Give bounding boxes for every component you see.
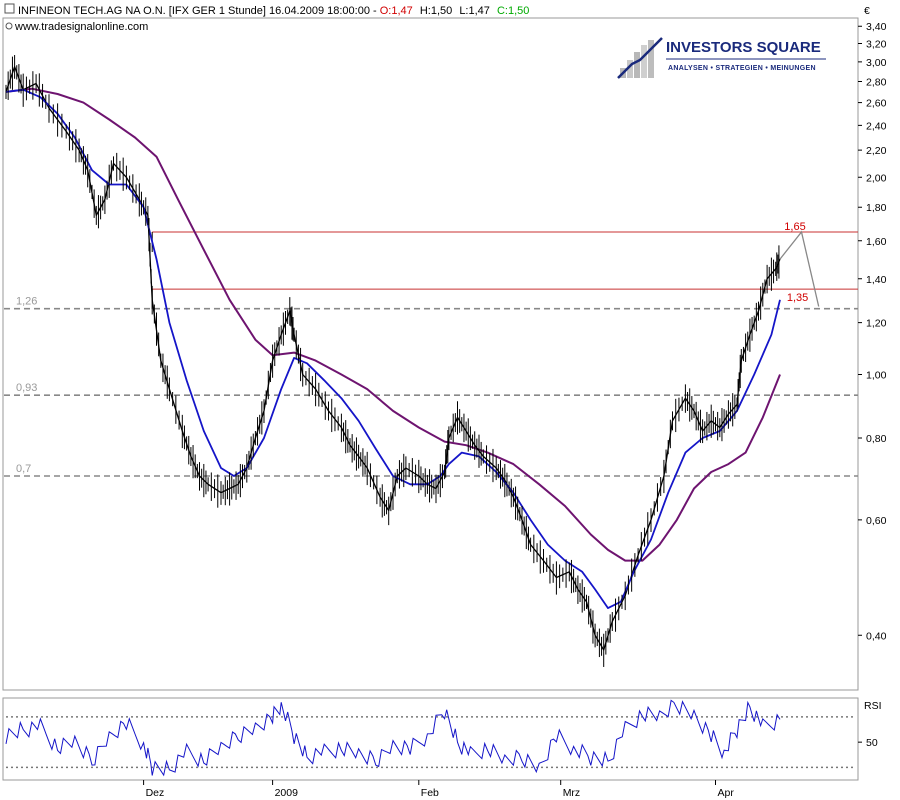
price-tick-label: 0,80 xyxy=(866,433,887,445)
resistance-label: 1,65 xyxy=(784,221,805,233)
price-tick-label: 1,00 xyxy=(866,370,887,382)
price-tick-label: 3,40 xyxy=(866,21,887,33)
rsi-tick-label: 50 xyxy=(866,737,878,749)
price-tick-label: 2,40 xyxy=(866,120,887,132)
rsi-label: RSI xyxy=(864,700,882,712)
time-tick-label: 2009 xyxy=(275,787,299,799)
header-high: H:1,50 xyxy=(420,5,452,17)
logo-name: INVESTORS SQUARE xyxy=(666,39,821,56)
source-icon xyxy=(5,22,13,30)
time-tick-label: Mrz xyxy=(563,787,581,799)
price-tick-label: 1,80 xyxy=(866,202,887,214)
investors-square-logo: INVESTORS SQUARE ANALYSEN • STRATEGIEN •… xyxy=(617,37,826,79)
header-low: L:1,47 xyxy=(459,5,490,17)
header-title: INFINEON TECH.AG NA O.N. [IFX GER 1 Stun… xyxy=(18,5,380,17)
support-level-label: 1,26 xyxy=(16,296,37,308)
svg-text:INFINEON TECH.AG NA O.N. [IFX: INFINEON TECH.AG NA O.N. [IFX GER 1 Stun… xyxy=(18,5,529,17)
price-series xyxy=(5,55,781,667)
rsi-line xyxy=(5,699,781,777)
projection-path xyxy=(779,230,820,307)
time-tick-label: Feb xyxy=(421,787,439,799)
price-tick-label: 2,80 xyxy=(866,77,887,89)
projection: 1,65 1,35 xyxy=(779,221,820,307)
header-close: C:1,50 xyxy=(497,5,529,17)
time-axis: Dez 2009 Feb Mrz Apr xyxy=(143,780,735,799)
price-tick-label: 3,00 xyxy=(866,57,887,69)
dashed-levels: 1,26 0,93 0,7 xyxy=(4,296,858,477)
support-level-label: 0,7 xyxy=(16,463,31,475)
price-tick-label: 0,60 xyxy=(866,515,887,527)
logo-bars-icon xyxy=(617,37,663,79)
series-ma-slow xyxy=(5,87,781,562)
time-tick-label: Apr xyxy=(718,787,735,799)
logo-tagline: ANALYSEN • STRATEGIEN • MEINUNGEN xyxy=(668,65,816,72)
chart-header: INFINEON TECH.AG NA O.N. [IFX GER 1 Stun… xyxy=(4,3,529,33)
header-open: O:1,47 xyxy=(380,5,413,17)
price-tick-label: 0,40 xyxy=(866,630,887,642)
price-tick-label: 1,40 xyxy=(866,274,887,286)
rsi-series: 50 xyxy=(5,699,878,777)
price-tick-label: 3,20 xyxy=(866,39,887,51)
price-axis: 3,40 3,20 3,00 2,80 2,60 2,40 2,20 2,00 1,80 1,60… xyxy=(858,21,887,642)
rsi-panel xyxy=(2,697,859,781)
price-tick-label: 1,20 xyxy=(866,318,887,330)
resistance-label: 1,35 xyxy=(787,292,808,304)
main-panel xyxy=(2,17,859,691)
support-level-label: 0,93 xyxy=(16,382,37,394)
price-tick-label: 2,00 xyxy=(866,172,887,184)
price-tick-label: 2,20 xyxy=(866,145,887,157)
time-tick-label: Dez xyxy=(146,787,165,799)
price-tick-label: 1,60 xyxy=(866,236,887,248)
currency-symbol: € xyxy=(864,5,870,17)
price-tick-label: 2,60 xyxy=(866,98,887,110)
source-link[interactable]: www.tradesignalonline.com xyxy=(14,21,148,33)
